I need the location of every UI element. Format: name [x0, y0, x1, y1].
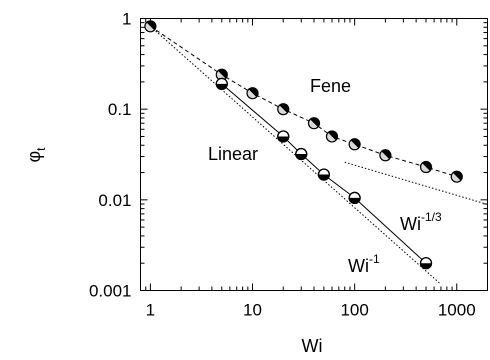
reference-line-wi-minus-one-third	[344, 161, 488, 205]
y-tick-label: 1	[122, 10, 131, 29]
data-point-linear	[317, 168, 330, 181]
y-axis-title-main: φ	[24, 151, 44, 163]
data-point-linear	[348, 191, 361, 205]
series-markers	[144, 20, 463, 270]
data-point-linear	[419, 257, 433, 270]
data-point-fene	[419, 160, 433, 174]
reference-lines	[150, 25, 488, 285]
data-point-linear	[295, 147, 308, 161]
data-point-fene	[450, 170, 463, 183]
data-point-linear	[215, 77, 228, 90]
data-point-fene	[144, 20, 157, 33]
y-tick-label: 0.001	[89, 282, 132, 301]
svg-text:φt: φt	[24, 147, 48, 163]
annotation-linear: Linear	[208, 144, 258, 164]
data-point-fene	[246, 87, 259, 100]
x-tick-label: 10	[243, 301, 262, 320]
data-point-fene	[307, 117, 321, 130]
x-axis-title: Wi	[302, 336, 323, 356]
data-point-fene	[277, 103, 290, 116]
label-wi-minus-one: Wi-1	[348, 252, 380, 276]
data-point-linear	[277, 130, 290, 143]
x-tick-label: 1	[146, 301, 155, 320]
label-wi-minus-one-third: Wi-1/3	[400, 210, 442, 234]
data-point-fene	[379, 149, 392, 162]
x-tick-label: 1000	[438, 301, 476, 320]
plot-frame	[140, 18, 488, 291]
data-point-fene	[348, 138, 361, 151]
data-point-fene	[325, 130, 339, 143]
y-axis-title-sub: t	[34, 147, 48, 151]
y-tick-label: 0.1	[108, 100, 132, 119]
y-axis-title: φt	[24, 147, 48, 163]
series-line-fene	[150, 25, 457, 178]
axis-ticks: 1 10 100 1000 0.001 0.01 0.1 1	[89, 10, 488, 320]
y-tick-label: 0.01	[98, 191, 131, 210]
series-line-linear	[221, 83, 427, 264]
annotation-fene: Fene	[310, 76, 351, 96]
series-lines	[150, 25, 457, 264]
x-tick-label: 100	[340, 301, 368, 320]
